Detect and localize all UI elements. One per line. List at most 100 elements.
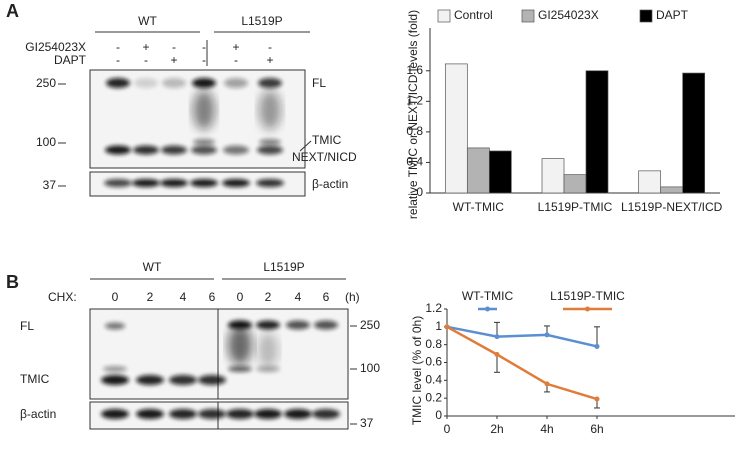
label: - xyxy=(116,53,120,67)
y-tick-label: 1.2 xyxy=(406,94,423,108)
band xyxy=(256,320,280,330)
band xyxy=(160,179,188,187)
label: 6 xyxy=(209,290,216,304)
label: WT xyxy=(143,260,162,274)
label: 37 xyxy=(43,178,57,192)
band xyxy=(198,409,226,419)
band xyxy=(254,409,282,419)
point xyxy=(444,324,450,330)
band xyxy=(101,375,129,385)
band xyxy=(104,179,132,187)
band xyxy=(193,90,215,130)
bar xyxy=(660,186,684,194)
point xyxy=(494,334,500,340)
label: FL xyxy=(20,319,34,333)
label: 2 xyxy=(265,290,272,304)
y-tick-label: 0 xyxy=(435,408,442,422)
y-tick-label: 0.8 xyxy=(406,124,423,138)
legend-label: DAPT xyxy=(656,8,689,22)
band xyxy=(169,409,197,419)
x-tick-label: L1519P-TMIC xyxy=(538,200,613,214)
y-axis-label: TMIC level (% of 0h) xyxy=(410,316,424,425)
label: 2 xyxy=(147,290,154,304)
band xyxy=(106,78,130,88)
x-tick-label: 6h xyxy=(590,422,603,436)
pointer xyxy=(299,140,312,152)
label: GI254023X xyxy=(25,40,86,54)
label: - xyxy=(144,53,148,67)
label: + xyxy=(142,40,149,54)
label: TMIC xyxy=(20,372,50,386)
x-tick-label: 2h xyxy=(490,422,503,436)
band xyxy=(256,366,280,372)
band xyxy=(223,145,249,155)
line xyxy=(446,325,598,401)
band xyxy=(105,322,125,330)
y-axis-label: relative TMIC or NEXT/ICD levels (fold) xyxy=(406,10,420,219)
label: 0 xyxy=(237,290,244,304)
band xyxy=(259,139,281,145)
point xyxy=(594,343,600,349)
band xyxy=(136,375,164,385)
y-tick-label: 0.6 xyxy=(425,355,442,369)
label: 100 xyxy=(36,135,56,149)
band xyxy=(224,78,248,88)
bar xyxy=(466,147,490,194)
line xyxy=(446,325,598,348)
label: - xyxy=(202,53,206,67)
panel-label: B xyxy=(6,272,19,292)
label: CHX: xyxy=(48,290,77,304)
y-tick-label: 0 xyxy=(416,185,423,199)
label: + xyxy=(232,40,239,54)
label: DAPT xyxy=(54,53,87,67)
y-tick-label: 0.4 xyxy=(425,373,442,387)
point xyxy=(594,396,600,402)
bar xyxy=(563,174,587,194)
band xyxy=(161,145,187,155)
y-tick-label: 0.2 xyxy=(425,390,442,404)
band xyxy=(228,325,252,365)
blot xyxy=(89,308,219,400)
band xyxy=(314,320,338,330)
band xyxy=(257,145,283,155)
label: 250 xyxy=(360,318,380,332)
band xyxy=(312,409,340,419)
point xyxy=(544,332,550,338)
band xyxy=(259,90,281,130)
x-tick-label: L1519P-NEXT/ICD xyxy=(621,200,723,214)
bar xyxy=(638,170,662,194)
band xyxy=(162,78,186,88)
legend-swatch xyxy=(521,9,535,23)
y-tick-label: 0.8 xyxy=(425,337,442,351)
band xyxy=(191,145,217,155)
label: 37 xyxy=(360,416,374,430)
band xyxy=(284,409,312,419)
legend-swatch xyxy=(437,9,451,23)
band xyxy=(133,145,159,155)
y-tick-label: 1.2 xyxy=(425,301,442,315)
label: L1519P xyxy=(263,260,304,274)
band xyxy=(258,78,282,88)
legend-label: WT-TMIC xyxy=(462,289,514,303)
label: 100 xyxy=(360,361,380,375)
legend-label: L1519P-TMIC xyxy=(550,289,625,303)
y-tick-label: 1.6 xyxy=(406,63,423,77)
label: (h) xyxy=(345,290,360,304)
band xyxy=(286,320,310,330)
label: - xyxy=(116,40,120,54)
x-tick-label: 4h xyxy=(540,422,553,436)
panel-label: A xyxy=(6,1,19,21)
bar xyxy=(488,150,512,194)
y-tick-label: 0.4 xyxy=(406,155,423,169)
band xyxy=(193,139,215,145)
label: β-actin xyxy=(20,407,56,421)
x-tick-label: WT-TMIC xyxy=(453,200,505,214)
legend-dot xyxy=(485,306,490,312)
band xyxy=(198,375,226,385)
band xyxy=(226,409,254,419)
band xyxy=(103,366,127,372)
point xyxy=(494,351,500,357)
label: NEXT/NICD xyxy=(292,150,357,164)
legend-swatch xyxy=(639,9,653,23)
